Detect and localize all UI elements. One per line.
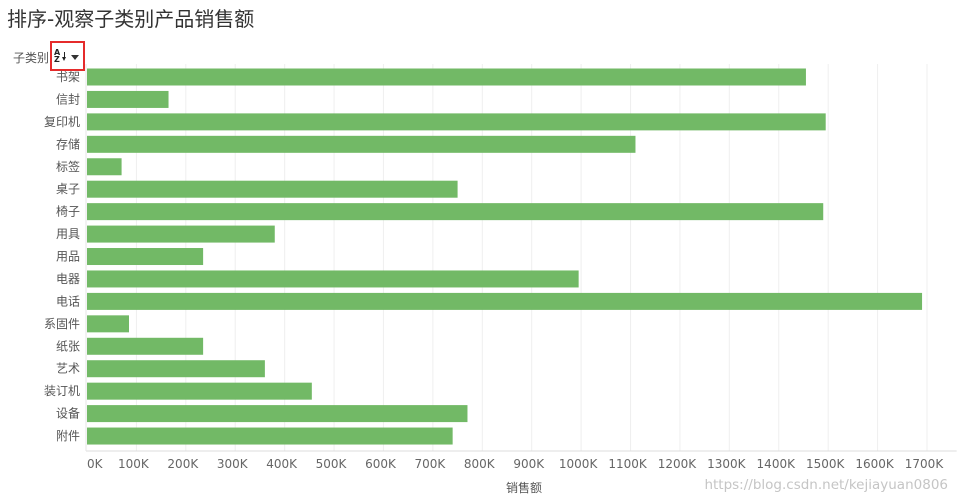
bar[interactable]: [87, 225, 275, 243]
sort-icon-letter-a: A: [54, 48, 61, 57]
category-label: 书架: [56, 70, 80, 84]
category-label: 桌子: [56, 182, 80, 196]
x-tick-label: 1200K: [658, 457, 698, 471]
x-tick-label: 1500K: [806, 457, 846, 471]
category-label: 存储: [56, 136, 80, 151]
sort-arrow-stem: [64, 52, 65, 58]
category-label: 用品: [56, 250, 80, 264]
x-tick-label: 700K: [414, 457, 446, 471]
x-tick-label: 1400K: [757, 457, 797, 471]
category-label: 复印机: [44, 115, 80, 129]
x-tick-label: 400K: [266, 457, 298, 471]
sort-button[interactable]: A Z: [52, 43, 82, 68]
bar[interactable]: [87, 113, 826, 131]
x-tick-label: 500K: [316, 457, 348, 471]
bar[interactable]: [87, 135, 636, 153]
x-tick-label: 0K: [87, 457, 104, 471]
category-label: 艺术: [56, 362, 80, 376]
category-label: 装订机: [44, 384, 80, 398]
category-label: 电话: [56, 294, 80, 308]
bar[interactable]: [87, 270, 579, 288]
x-tick-label: 300K: [217, 457, 249, 471]
x-tick-label: 1700K: [905, 457, 945, 471]
x-tick-label: 1000K: [559, 457, 599, 471]
row-header-label: 子类别: [13, 51, 50, 65]
category-label: 电器: [56, 272, 80, 286]
sort-icon-letter-z: Z: [54, 55, 60, 64]
x-tick-label: 800K: [464, 457, 496, 471]
bar[interactable]: [87, 337, 204, 355]
bar[interactable]: [87, 158, 122, 176]
bar[interactable]: [87, 180, 458, 198]
bar[interactable]: [87, 90, 169, 108]
bar[interactable]: [87, 68, 806, 86]
category-label: 纸张: [56, 339, 80, 353]
category-label: 附件: [56, 429, 80, 443]
x-tick-label: 600K: [365, 457, 397, 471]
category-label: 信封: [56, 92, 80, 106]
x-axis-title: 销售额: [506, 480, 542, 495]
category-label: 椅子: [56, 205, 80, 219]
axis-lines: [85, 64, 957, 452]
bar[interactable]: [87, 315, 129, 333]
x-tick-label: 100K: [118, 457, 150, 471]
bar[interactable]: [87, 360, 265, 378]
bar[interactable]: [87, 427, 453, 445]
dropdown-caret-icon[interactable]: [71, 55, 79, 60]
x-tick-label: 1100K: [608, 457, 648, 471]
category-label: 标签: [56, 159, 80, 174]
sort-arrow-down-icon: [62, 57, 66, 61]
category-label: 系固件: [44, 317, 80, 331]
bar[interactable]: [87, 203, 824, 221]
sort-az-icon[interactable]: A Z: [54, 49, 68, 65]
page-title: 排序-观察子类别产品销售额: [7, 7, 255, 31]
bar[interactable]: [87, 292, 923, 310]
x-axis-ticks: 0K 100K 200K 300K 400K 500K 600K 700K 800K 900K 10…: [87, 457, 944, 471]
x-tick-label: 900K: [513, 457, 545, 471]
bars: [87, 68, 923, 445]
category-label: 用具: [56, 227, 80, 241]
bar[interactable]: [87, 248, 204, 266]
bar[interactable]: [87, 382, 312, 400]
category-label: 设备: [56, 407, 80, 421]
watermark: https://blog.csdn.net/kejiayuan0806: [704, 477, 948, 493]
x-tick-label: 1600K: [855, 457, 895, 471]
x-tick-label: 1300K: [707, 457, 747, 471]
x-tick-label: 200K: [167, 457, 199, 471]
bar[interactable]: [87, 405, 468, 423]
